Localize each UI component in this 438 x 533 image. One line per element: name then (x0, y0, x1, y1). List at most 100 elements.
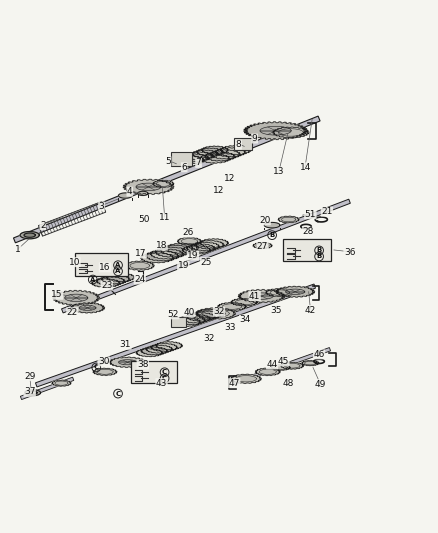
Text: C: C (162, 375, 167, 381)
Polygon shape (200, 239, 229, 247)
Polygon shape (146, 345, 173, 353)
Text: 52: 52 (168, 310, 179, 319)
Polygon shape (53, 290, 99, 305)
Text: 10: 10 (69, 257, 80, 266)
Polygon shape (271, 365, 290, 370)
Polygon shape (264, 222, 280, 228)
Text: B: B (317, 247, 322, 253)
Text: 51: 51 (305, 210, 316, 219)
Polygon shape (201, 146, 228, 154)
FancyBboxPatch shape (171, 152, 192, 166)
Polygon shape (233, 348, 331, 385)
FancyBboxPatch shape (283, 239, 331, 261)
Text: 19: 19 (187, 251, 199, 260)
Polygon shape (197, 309, 225, 318)
Text: 47: 47 (229, 378, 240, 387)
Text: A: A (90, 277, 95, 282)
Text: 26: 26 (182, 228, 193, 237)
FancyBboxPatch shape (131, 360, 177, 383)
Polygon shape (14, 116, 320, 243)
Polygon shape (192, 311, 220, 319)
Polygon shape (278, 216, 299, 223)
Polygon shape (187, 152, 214, 160)
Text: 35: 35 (271, 306, 282, 316)
Text: 30: 30 (98, 357, 110, 366)
Polygon shape (160, 245, 194, 255)
Polygon shape (220, 146, 251, 155)
Polygon shape (253, 243, 272, 249)
Text: 32: 32 (204, 334, 215, 343)
Text: 19: 19 (177, 261, 189, 270)
Polygon shape (141, 253, 174, 263)
Text: 5: 5 (165, 157, 171, 166)
Polygon shape (265, 288, 294, 297)
Polygon shape (195, 308, 236, 319)
Polygon shape (155, 247, 189, 257)
Text: 21: 21 (321, 207, 332, 216)
Text: 40: 40 (184, 308, 195, 317)
Polygon shape (187, 313, 215, 321)
Polygon shape (276, 286, 314, 297)
Text: 42: 42 (305, 305, 316, 314)
Polygon shape (24, 233, 35, 237)
Polygon shape (125, 261, 154, 270)
Polygon shape (96, 277, 125, 286)
Polygon shape (153, 180, 174, 188)
Text: 6: 6 (181, 163, 187, 172)
Text: 31: 31 (120, 341, 131, 349)
Text: 24: 24 (134, 275, 145, 284)
Polygon shape (210, 150, 240, 159)
Text: 1: 1 (15, 246, 21, 254)
Polygon shape (155, 342, 183, 350)
Text: 14: 14 (300, 163, 311, 172)
Polygon shape (165, 244, 198, 253)
Text: 4: 4 (127, 187, 133, 196)
Polygon shape (20, 231, 39, 239)
Text: 3: 3 (99, 202, 104, 211)
Text: A: A (115, 268, 121, 274)
Polygon shape (92, 279, 120, 287)
Text: 29: 29 (24, 372, 35, 381)
Text: 44: 44 (266, 360, 278, 369)
Polygon shape (65, 294, 88, 302)
Text: 12: 12 (224, 174, 236, 183)
Polygon shape (119, 360, 137, 365)
Polygon shape (109, 357, 146, 367)
Polygon shape (118, 193, 132, 198)
Polygon shape (182, 246, 211, 254)
Polygon shape (238, 289, 285, 303)
Polygon shape (145, 251, 179, 261)
Polygon shape (35, 284, 315, 387)
Polygon shape (25, 390, 41, 395)
FancyBboxPatch shape (75, 254, 127, 276)
Text: 46: 46 (314, 350, 325, 359)
Text: A: A (115, 262, 121, 268)
Text: 9: 9 (252, 134, 258, 143)
Text: 18: 18 (156, 241, 167, 250)
Polygon shape (62, 199, 350, 313)
Text: 41: 41 (249, 292, 260, 301)
Polygon shape (150, 249, 184, 259)
Polygon shape (141, 347, 168, 355)
Text: 50: 50 (138, 215, 150, 224)
Text: 11: 11 (159, 213, 170, 222)
Polygon shape (101, 275, 130, 284)
Text: C: C (162, 369, 167, 375)
Polygon shape (187, 244, 215, 253)
Polygon shape (231, 374, 261, 383)
Polygon shape (218, 303, 247, 311)
Text: 28: 28 (303, 227, 314, 236)
Polygon shape (182, 154, 209, 162)
Text: 45: 45 (278, 357, 289, 366)
Polygon shape (215, 148, 246, 157)
Polygon shape (177, 156, 204, 164)
Polygon shape (302, 360, 319, 366)
Text: 43: 43 (156, 378, 167, 387)
Polygon shape (182, 314, 211, 323)
Text: C: C (94, 365, 99, 370)
Text: 23: 23 (101, 281, 113, 290)
Polygon shape (71, 303, 105, 313)
Polygon shape (260, 126, 291, 135)
Polygon shape (231, 298, 258, 306)
Text: 12: 12 (213, 186, 225, 195)
